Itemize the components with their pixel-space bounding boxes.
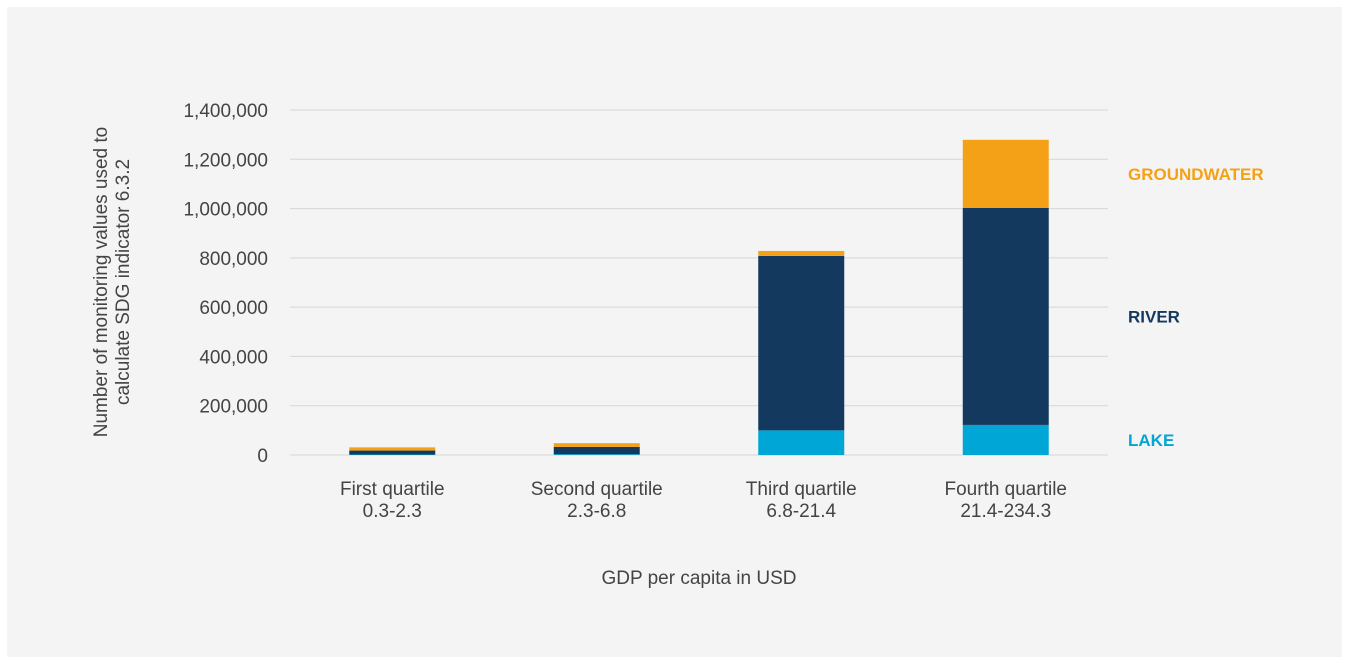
bar-segment-river <box>349 450 436 455</box>
y-tick-label: 600,000 <box>199 298 268 319</box>
bars <box>349 139 1049 455</box>
y-tick-label: 200,000 <box>199 397 268 418</box>
x-category-label-line: 0.3-2.3 <box>363 501 422 522</box>
bar-segment-groundwater <box>553 443 640 447</box>
bar-segment-lake <box>758 430 845 455</box>
bar-segment-lake <box>962 424 1049 455</box>
bar-segment-river <box>553 446 640 455</box>
y-axis-title-text: Number of monitoring values used tocalcu… <box>91 127 134 438</box>
y-axis-title: Number of monitoring values used tocalcu… <box>91 127 134 438</box>
bar-segment-river <box>962 207 1049 425</box>
legend-label-groundwater: GROUNDWATER <box>1128 165 1264 184</box>
legend-label-river: RIVER <box>1128 307 1180 326</box>
bar-segment-groundwater <box>758 250 845 256</box>
y-axis-title-line: Number of monitoring values used to <box>91 127 112 438</box>
y-axis-ticks: 0 200,000 400,000 600,000 800,000 1,000,000 1,… <box>183 101 268 467</box>
x-category-label: Second quartile 2.3-6.8 <box>531 479 663 522</box>
x-category-label-line: Third quartile <box>746 479 857 500</box>
legend: LAKE RIVER GROUNDWATER <box>1128 165 1264 450</box>
bar-segment-groundwater <box>349 447 436 451</box>
x-category-label: Third quartile 6.8-21.4 <box>746 479 857 522</box>
x-axis-title: GDP per capita in USD <box>601 568 796 589</box>
y-tick-label: 0 <box>257 446 268 467</box>
y-tick-label: 1,400,000 <box>183 101 268 122</box>
y-tick-label: 1,000,000 <box>183 200 268 221</box>
y-tick-label: 800,000 <box>199 249 268 270</box>
y-tick-label: 1,200,000 <box>183 150 268 171</box>
x-category-label-line: 2.3-6.8 <box>567 501 626 522</box>
bar-segment-groundwater <box>962 139 1049 208</box>
y-tick-label: 400,000 <box>199 347 268 368</box>
x-axis-categories: First quartile 0.3-2.3 Second quartile 2.3-… <box>340 479 1067 522</box>
x-category-label-line: 6.8-21.4 <box>766 501 836 522</box>
legend-label-lake: LAKE <box>1128 431 1174 450</box>
y-axis-title-line: calculate SDG indicator 6.3.2 <box>113 159 134 405</box>
x-category-label-line: First quartile <box>340 479 445 500</box>
bar-segment-river <box>758 255 845 431</box>
x-category-label: Fourth quartile 21.4-234.3 <box>944 479 1067 522</box>
bar-segment-lake <box>553 454 640 455</box>
x-category-label-line: Fourth quartile <box>944 479 1067 500</box>
x-category-label-line: Second quartile <box>531 479 663 500</box>
x-category-label-line: 21.4-234.3 <box>960 501 1051 522</box>
x-category-label: First quartile 0.3-2.3 <box>340 479 445 522</box>
chart-panel <box>7 7 1342 657</box>
